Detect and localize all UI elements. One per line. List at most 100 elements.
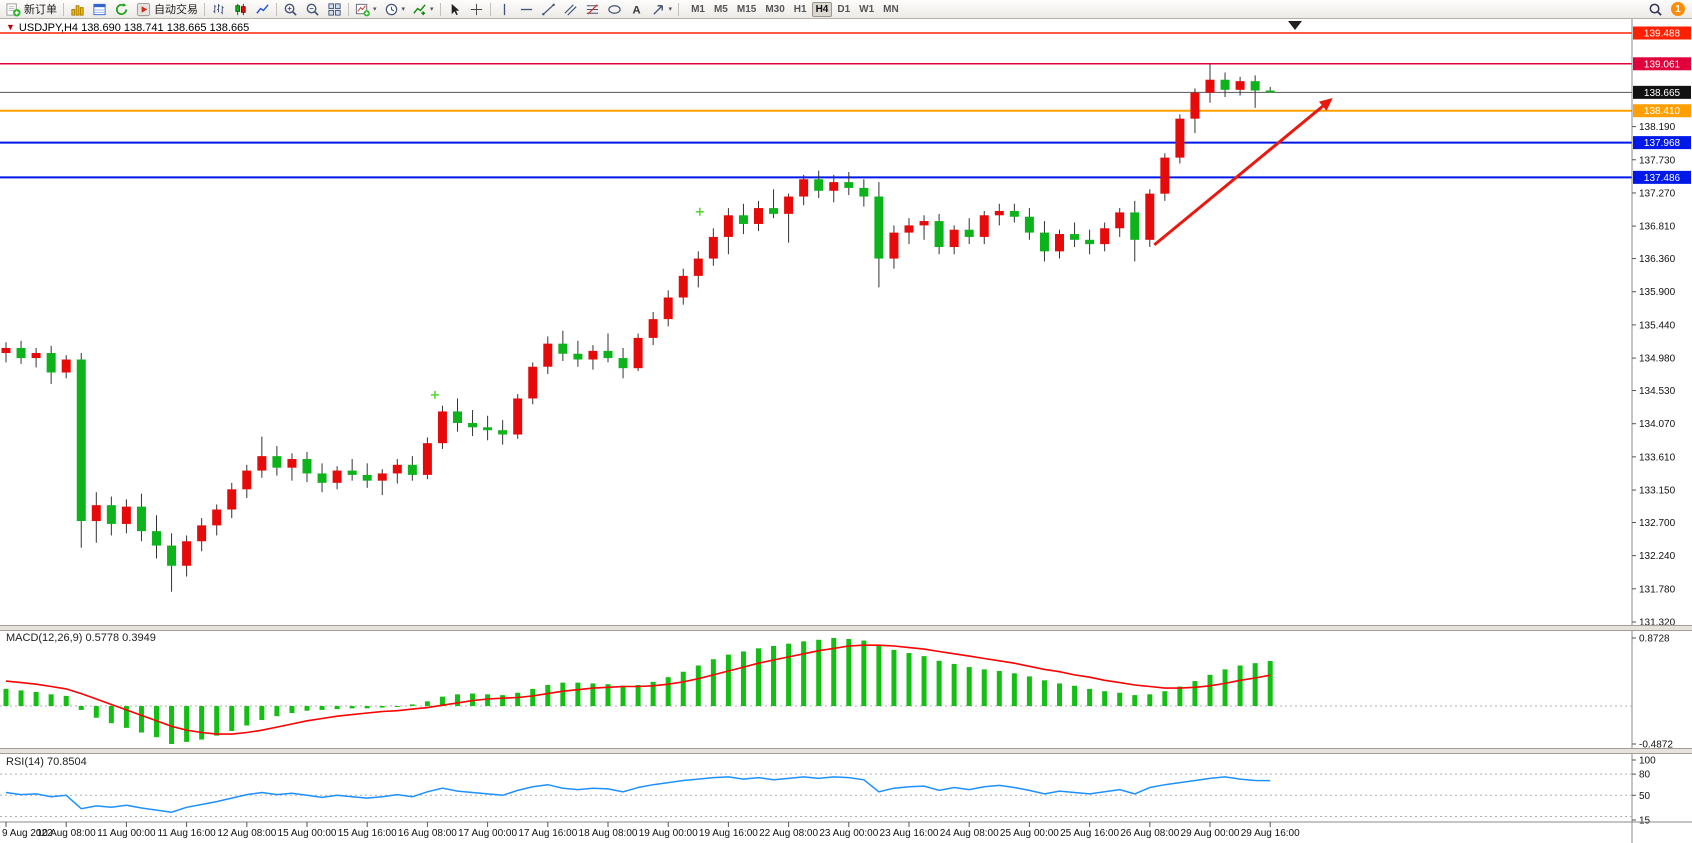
- macd-bar: [349, 706, 355, 709]
- auto-trading-button[interactable]: 自动交易: [133, 1, 201, 18]
- macd-bar: [620, 685, 626, 707]
- zoom-in-button[interactable]: [280, 1, 301, 18]
- candle-body: [573, 353, 583, 360]
- candle-body: [437, 411, 447, 444]
- macd-bar: [921, 656, 927, 707]
- macd-bar: [786, 643, 792, 707]
- notification-badge[interactable]: 1: [1671, 2, 1685, 16]
- market-watch-button[interactable]: [67, 1, 88, 18]
- new-chart-button[interactable]: ▾: [352, 1, 380, 18]
- arrow-tools-button[interactable]: ▾: [648, 1, 676, 18]
- toolbar-separator: [489, 2, 491, 16]
- new-order-button[interactable]: 新订单: [3, 1, 60, 18]
- tile-windows-button[interactable]: [324, 1, 345, 18]
- candle-body: [754, 208, 763, 224]
- chevron-down-icon: ▾: [401, 6, 406, 13]
- candle-body: [227, 489, 237, 510]
- svg-text:137.968: 137.968: [1644, 138, 1681, 149]
- market-watch-icon: [71, 4, 84, 16]
- trend-arrow[interactable]: [1153, 98, 1333, 247]
- macd-axis-label: -0.4872: [1639, 740, 1673, 751]
- vertical-line-tool-button[interactable]: [494, 1, 515, 18]
- timeframe-button-m1[interactable]: M1: [691, 3, 705, 15]
- chevron-down-icon: ▾: [668, 6, 673, 13]
- trendline-tool-button[interactable]: [538, 1, 559, 18]
- profiles-button[interactable]: ▾: [381, 1, 409, 18]
- macd-bar: [996, 670, 1002, 707]
- text-tool-button[interactable]: A: [626, 1, 647, 18]
- timeframe-button-h1[interactable]: H1: [793, 3, 807, 15]
- arrow-label-icon: [652, 4, 663, 15]
- macd-bar: [409, 704, 415, 707]
- chart-shift-marker[interactable]: [1288, 21, 1302, 30]
- candle-body: [603, 350, 613, 359]
- candlestick-series: [1, 63, 1275, 592]
- price-axis[interactable]: 138.190 137.730 137.270 136.810 136.360 135.9…: [1631, 19, 1691, 843]
- time-label: 19 Aug 00:00: [639, 828, 698, 839]
- plus-marker: [430, 390, 439, 399]
- zoom-out-button[interactable]: [302, 1, 323, 18]
- toolbar-separator: [348, 2, 349, 16]
- candle-body: [1145, 193, 1155, 240]
- price-tick-label: 136.360: [1639, 254, 1676, 265]
- price-tick-label: 135.440: [1639, 320, 1676, 331]
- search-button[interactable]: [1645, 1, 1666, 18]
- macd-bar: [831, 638, 837, 707]
- fibonacci-tool-button[interactable]: [582, 1, 603, 18]
- channel-tool-button[interactable]: [560, 1, 581, 18]
- time-label: 29 Aug 00:00: [1181, 828, 1240, 839]
- candlestick-chart-icon: [235, 3, 246, 15]
- plus-marker: [695, 207, 704, 216]
- candle-body: [678, 275, 688, 298]
- macd-bar: [816, 639, 822, 707]
- bar-chart-button[interactable]: [208, 1, 229, 18]
- candle-body: [558, 343, 568, 354]
- candle-body: [543, 343, 553, 367]
- macd-bar: [740, 651, 746, 707]
- rsi-axis-label: 15: [1639, 816, 1651, 827]
- timeframe-button-d1[interactable]: D1: [837, 3, 851, 15]
- shapes-tool-button[interactable]: [604, 1, 625, 18]
- indicators-button[interactable]: ▾: [409, 1, 437, 18]
- candle-body: [1220, 79, 1230, 90]
- line-chart-icon: [256, 3, 269, 14]
- horizontal-line-tool-button[interactable]: [516, 1, 537, 18]
- macd-bar: [891, 649, 897, 707]
- chart-title-text: USDJPY,H4 138.690 138.741 138.665 138.66…: [18, 22, 250, 34]
- timeframe-button-h4[interactable]: H4: [811, 1, 833, 17]
- timeframe-button-m5[interactable]: M5: [713, 3, 728, 15]
- candle-body: [1130, 212, 1140, 240]
- macd-bar: [801, 641, 807, 707]
- macd-bar: [334, 706, 340, 710]
- candle-body: [513, 398, 523, 435]
- price-tick-label: 137.270: [1639, 188, 1676, 199]
- time-label: 11 Aug 00:00: [97, 828, 156, 839]
- time-label: 16 Aug 08:00: [398, 828, 457, 839]
- line-chart-button[interactable]: [252, 1, 273, 18]
- price-tick-label: 134.070: [1639, 419, 1676, 430]
- ellipse-icon: [607, 4, 621, 14]
- macd-bar: [1117, 692, 1123, 707]
- chart-title-icon: ▼: [6, 22, 15, 32]
- refresh-icon: [115, 2, 128, 15]
- refresh-button[interactable]: [111, 1, 132, 18]
- svg-text:139.488: 139.488: [1644, 29, 1681, 40]
- cursor-button[interactable]: [444, 1, 465, 18]
- data-window-button[interactable]: [89, 1, 110, 18]
- crosshair-button[interactable]: [466, 1, 487, 18]
- toolbar-separator: [678, 2, 680, 16]
- timeframe-button-w1[interactable]: W1: [859, 3, 875, 15]
- rsi-line: [5, 776, 1271, 813]
- timeframe-button-mn[interactable]: MN: [883, 3, 899, 15]
- candle-body: [498, 430, 508, 435]
- timeframe-button-m15[interactable]: M15: [736, 3, 757, 15]
- svg-text:139.061: 139.061: [1644, 59, 1681, 70]
- candlestick-chart-button[interactable]: [230, 1, 251, 18]
- candle-body: [1265, 90, 1275, 93]
- macd-bar: [560, 682, 566, 707]
- candle-body: [919, 221, 929, 226]
- horizontal-lines[interactable]: [0, 32, 1632, 179]
- timeframe-button-m30[interactable]: M30: [765, 3, 785, 15]
